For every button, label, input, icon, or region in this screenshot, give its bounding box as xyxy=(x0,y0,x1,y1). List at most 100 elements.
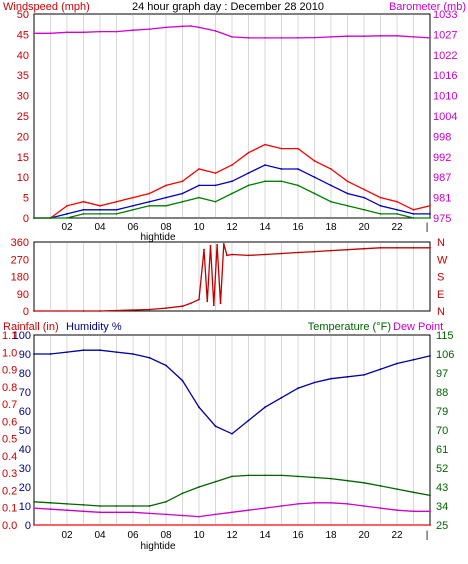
point-avg_wind xyxy=(132,204,134,207)
point-dewpoint xyxy=(330,501,332,504)
point-dewpoint xyxy=(231,511,233,514)
x-tick-label: 18 xyxy=(325,530,337,541)
point-temperature xyxy=(99,505,101,507)
point-wind-direction xyxy=(231,253,233,256)
point-gust xyxy=(346,204,349,207)
temperature-tick-label: 34 xyxy=(436,501,448,513)
point-baro xyxy=(231,36,233,38)
point-dewpoint xyxy=(82,510,85,513)
point-wind xyxy=(247,151,250,154)
temperature-tick-label: 115 xyxy=(436,330,454,342)
point-baro xyxy=(247,37,250,39)
x-tick-label: 04 xyxy=(94,222,106,233)
direction-tick-label: 180 xyxy=(11,272,29,284)
point-wind-direction xyxy=(33,310,35,312)
point-wind-direction xyxy=(297,251,299,254)
point-wind xyxy=(214,172,217,175)
point-temperature xyxy=(49,501,52,504)
point-wind xyxy=(264,143,266,146)
point-temperature xyxy=(132,505,134,507)
humidity-axis-label: Humidity % xyxy=(66,321,122,333)
x-tick-label: 04 xyxy=(94,530,106,541)
point-baro xyxy=(346,35,349,38)
point-baro xyxy=(313,36,316,39)
x-tick-label: 22 xyxy=(391,530,403,541)
rainfall-tick-label: 0.4 xyxy=(2,451,17,463)
humidity-tick-label: 70 xyxy=(19,387,31,399)
point-humidity xyxy=(346,375,349,378)
chart-title: 24 hour graph day : December 28 2010 xyxy=(132,1,324,13)
point-humidity xyxy=(33,353,35,355)
temperature-tick-label: 43 xyxy=(436,482,448,494)
point-wind-direction xyxy=(247,254,250,257)
x-tick-end-mark: | xyxy=(426,530,429,541)
direction-tick-label: 270 xyxy=(11,254,29,266)
point-dewpoint xyxy=(412,510,415,513)
x-tick-label: 20 xyxy=(358,530,370,541)
point-dewpoint xyxy=(132,511,134,514)
point-wind xyxy=(148,192,151,195)
point-baro xyxy=(198,26,200,29)
point-gust xyxy=(49,217,52,219)
point-gust xyxy=(429,217,431,219)
point-humidity xyxy=(297,387,299,390)
barometer-tick-label: 1004 xyxy=(433,111,457,123)
point-baro xyxy=(264,37,266,39)
point-humidity xyxy=(181,379,184,382)
point-wind-direction xyxy=(429,246,431,249)
compass-tick-label: S xyxy=(437,272,444,284)
point-wind xyxy=(165,184,167,187)
point-baro xyxy=(99,30,101,33)
point-avg_wind xyxy=(181,192,184,195)
point-wind-direction xyxy=(379,246,382,249)
windspeed-tick-label: 50 xyxy=(17,9,29,21)
point-wind xyxy=(66,204,68,207)
point-gust xyxy=(33,217,35,219)
point-dewpoint xyxy=(165,513,167,516)
point-wind xyxy=(280,147,283,150)
point-wind xyxy=(429,204,431,207)
point-gust xyxy=(82,213,85,215)
point-humidity xyxy=(280,396,283,399)
x-tick-label: 16 xyxy=(292,530,304,541)
point-gust xyxy=(99,213,101,215)
rainfall-axis-label: Rainfall (in) xyxy=(3,321,59,333)
point-temperature xyxy=(33,500,35,503)
point-humidity xyxy=(363,374,365,376)
point-wind-direction xyxy=(280,252,283,255)
point-temperature xyxy=(412,491,415,494)
point-wind xyxy=(346,180,349,183)
point-avg_wind xyxy=(115,208,118,211)
rainfall-tick-label: 0.9 xyxy=(2,365,17,377)
x-tick-label: 06 xyxy=(127,530,139,541)
point-dewpoint xyxy=(66,509,68,512)
point-gust xyxy=(181,200,184,203)
point-humidity xyxy=(264,406,266,409)
windspeed-tick-label: 35 xyxy=(17,70,29,82)
point-wind-direction xyxy=(181,305,184,308)
temperature-tick-label: 52 xyxy=(436,463,448,475)
point-temperature xyxy=(66,503,68,505)
x-tick-label: 10 xyxy=(193,222,205,233)
x-tick-label: 14 xyxy=(259,222,271,233)
windspeed-tick-label: 5 xyxy=(23,193,29,205)
point-avg_wind xyxy=(99,208,101,211)
point-baro xyxy=(214,30,217,32)
point-gust xyxy=(115,213,118,215)
point-avg_wind xyxy=(214,184,217,187)
barometer-tick-label: 1016 xyxy=(433,70,457,82)
point-baro xyxy=(412,36,415,38)
point-dewpoint xyxy=(198,515,200,518)
x-tick-label: 08 xyxy=(160,222,172,233)
point-dewpoint xyxy=(33,507,35,509)
point-rain xyxy=(33,524,35,526)
point-wind xyxy=(330,168,332,170)
point-baro xyxy=(115,30,118,33)
rainfall-tick-label: 0.6 xyxy=(2,416,17,428)
compass-tick-label: N xyxy=(437,306,445,318)
point-wind xyxy=(181,180,184,183)
temperature-axis-label: Temperature (°F) xyxy=(308,321,391,333)
point-gust xyxy=(264,180,266,183)
dewpoint-axis-label: Dew Point xyxy=(393,321,443,333)
rainfall-tick-label: 0.7 xyxy=(2,399,17,411)
